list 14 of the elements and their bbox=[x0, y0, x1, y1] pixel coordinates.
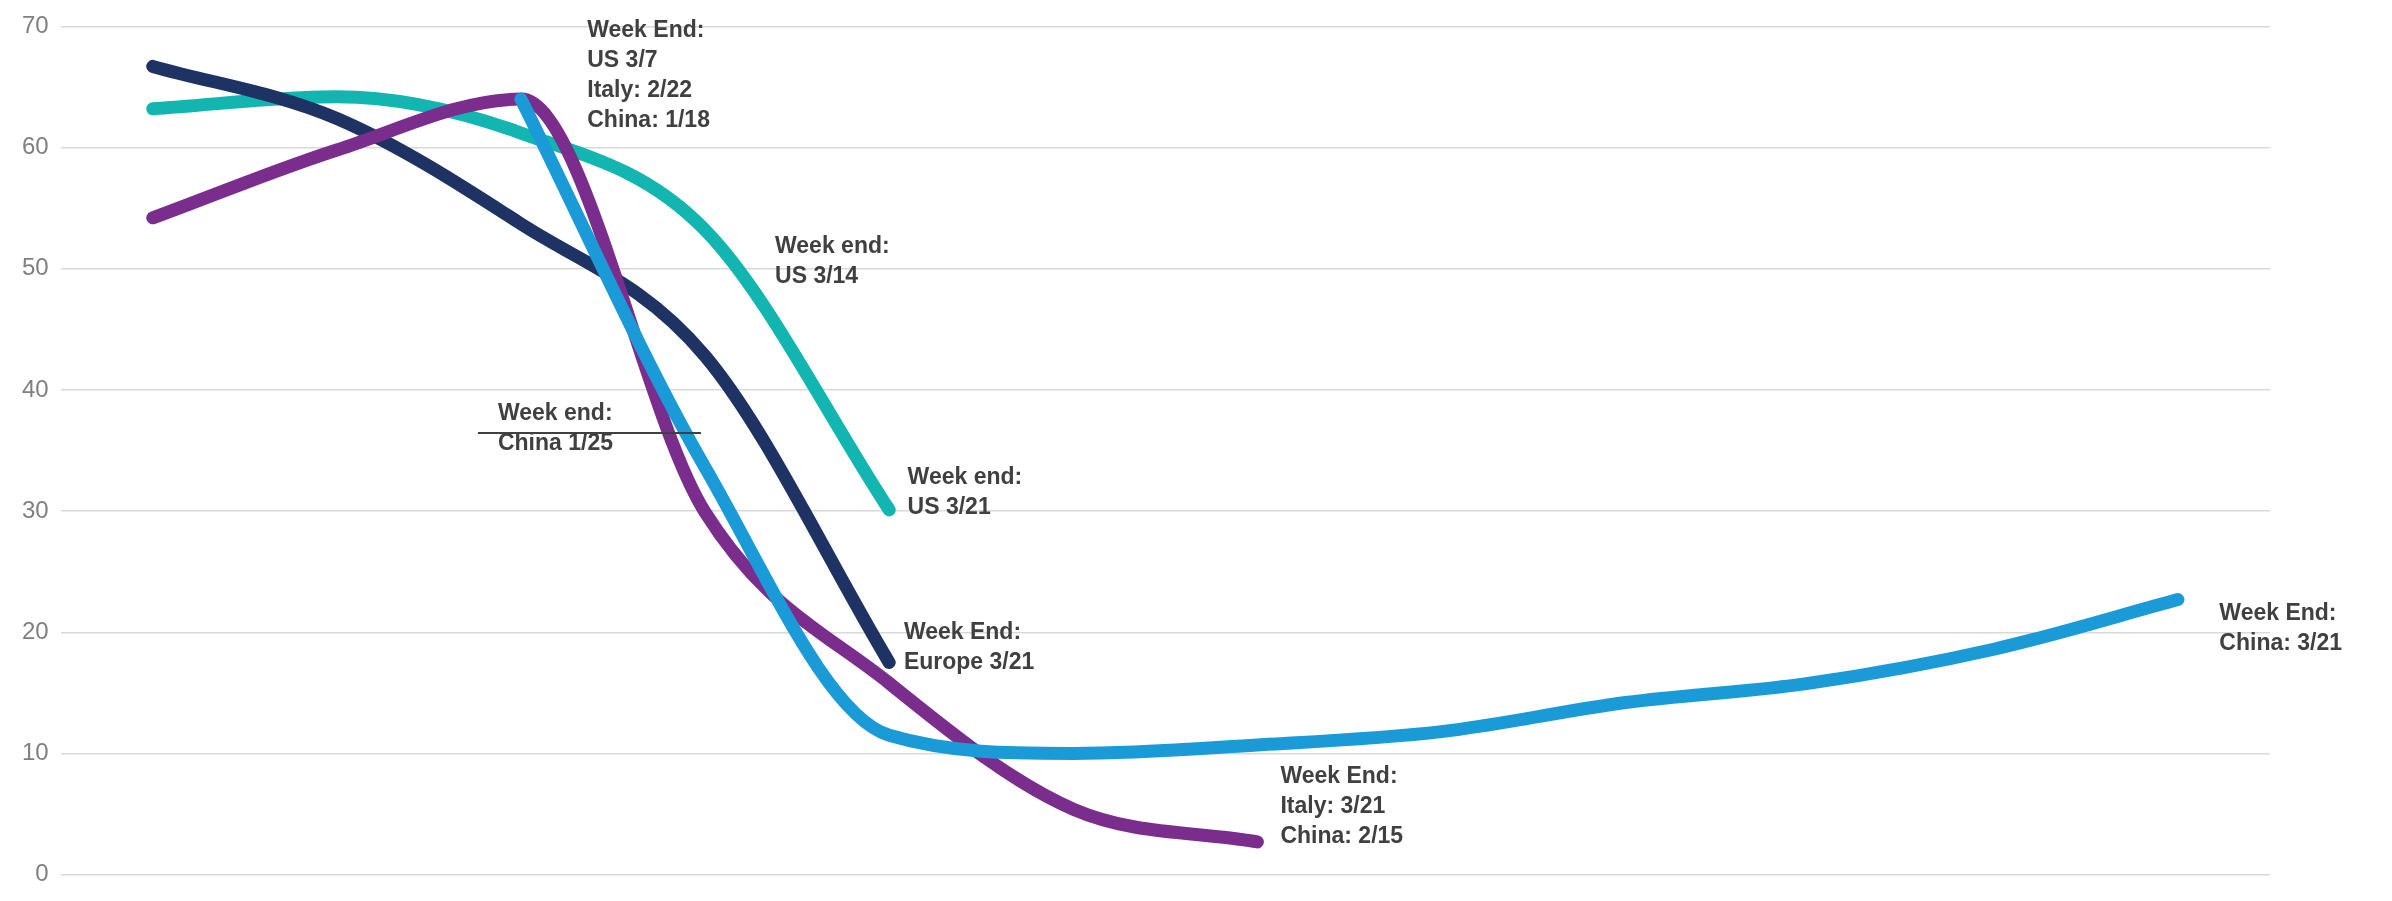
y-tick-label: 20 bbox=[21, 616, 49, 644]
y-tick-label: 10 bbox=[21, 738, 49, 766]
annotation: Week End: China: 3/21 bbox=[2219, 598, 2343, 655]
annotation: Week End: US 3/7 Italy: 2/22 China: 1/18 bbox=[587, 15, 711, 132]
y-tick-label: 40 bbox=[21, 374, 49, 402]
annotation: Week End: Europe 3/21 bbox=[903, 618, 1035, 675]
annotation: Week End: Italy: 3/21 China: 2/15 bbox=[1280, 762, 1404, 849]
y-tick-label: 30 bbox=[21, 495, 49, 523]
y-tick-label: 0 bbox=[35, 859, 49, 887]
y-tick-label: 70 bbox=[21, 11, 49, 39]
y-tick-label: 50 bbox=[21, 253, 49, 281]
annotation: Week end: US 3/21 bbox=[907, 463, 1023, 520]
y-tick-label: 60 bbox=[21, 132, 49, 160]
annotation: Week end: US 3/14 bbox=[775, 231, 890, 288]
